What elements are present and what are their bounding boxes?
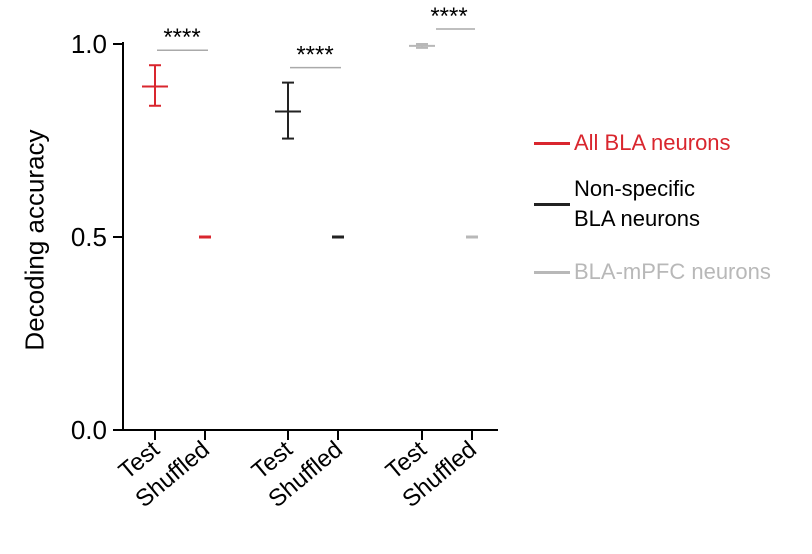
significance-label: **** bbox=[296, 42, 333, 69]
legend-label-all-bla: All BLA neurons bbox=[574, 130, 731, 155]
y-tick-label: 0.5 bbox=[71, 222, 107, 252]
legend-label-line-1: Non-specific bbox=[574, 176, 696, 201]
legend-label-bla-mpfc: BLA-mPFC neurons bbox=[574, 259, 771, 284]
y-tick-label: 1.0 bbox=[71, 29, 107, 59]
legend-swatch-non-specific bbox=[534, 202, 570, 206]
legend-item-all-bla: All BLA neurons bbox=[534, 128, 731, 158]
legend-item-non-specific: Non-specific BLA neurons bbox=[534, 174, 700, 234]
significance-label: **** bbox=[430, 3, 467, 30]
legend-label-line-2: BLA neurons bbox=[574, 206, 700, 231]
legend-swatch-bla-mpfc bbox=[534, 270, 570, 274]
y-axis-label: Decoding accuracy bbox=[19, 129, 50, 351]
y-tick-label: 0.0 bbox=[71, 415, 107, 445]
legend-swatch-all-bla bbox=[534, 141, 570, 145]
legend-item-bla-mpfc: BLA-mPFC neurons bbox=[534, 257, 771, 287]
legend-label-non-specific: Non-specific BLA neurons bbox=[574, 174, 700, 234]
significance-label: **** bbox=[163, 24, 200, 51]
